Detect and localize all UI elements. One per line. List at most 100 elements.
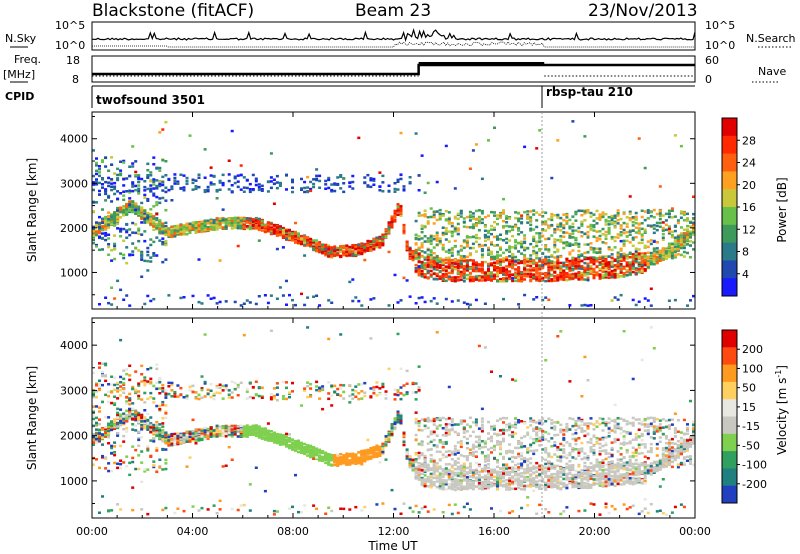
echo-cell: [420, 237, 424, 240]
echo-cell: [387, 223, 391, 227]
echo-cell: [520, 243, 524, 247]
echo-cell: [137, 229, 141, 232]
echo-cell: [230, 218, 234, 221]
echo-cell: [601, 262, 605, 266]
echo-cell: [119, 208, 123, 212]
echo-cell: [161, 196, 165, 200]
echo-cell: [646, 261, 650, 265]
echo-cell: [146, 221, 150, 224]
echo-cell: [327, 244, 331, 247]
echo-cell: [499, 278, 502, 281]
echo-cell: [547, 261, 551, 264]
echo-cell: [496, 237, 499, 241]
colorbar-cell: [722, 242, 737, 261]
echo-cell: [493, 211, 496, 214]
echo-cell: [532, 252, 536, 255]
echo-cell: [462, 280, 466, 283]
echo-cell: [248, 188, 252, 191]
echo-cell: [426, 270, 430, 273]
echo-cell: [275, 232, 279, 235]
echo-cell: [300, 237, 303, 241]
echo-cell: [649, 261, 653, 264]
echo-cell: [324, 245, 328, 249]
echo-cell: [505, 271, 509, 274]
echo-cell: [134, 416, 138, 419]
echo-cell: [254, 224, 258, 228]
echo-cell: [544, 244, 548, 247]
echo-cell: [450, 222, 454, 225]
echo-cell: [143, 221, 147, 224]
echo-cell: [640, 238, 644, 241]
echo-cell: [574, 237, 578, 241]
echo-cell: [149, 256, 153, 259]
echo-cell: [260, 223, 264, 227]
echo-cell: [571, 264, 575, 268]
echo-cell: [303, 190, 307, 194]
echo-cell: [568, 235, 572, 238]
echo-cell: [610, 273, 614, 276]
echo-cell: [619, 263, 623, 266]
echo-cell: [182, 189, 186, 192]
echo-cell: [272, 202, 276, 205]
echo-cell: [474, 278, 478, 281]
echo-cell: [571, 261, 575, 265]
echo-cell: [137, 184, 141, 187]
echo-cell: [670, 207, 674, 210]
echo-cell: [122, 190, 126, 193]
echo-cell: [137, 208, 141, 211]
echo-cell: [411, 256, 415, 259]
echo-cell: [487, 271, 490, 275]
echo-cell: [450, 278, 454, 282]
echo-cell: [236, 223, 240, 226]
echo-cell: [583, 303, 587, 307]
echo-cell: [278, 184, 282, 187]
echo-cell: [595, 272, 599, 275]
echo-cell: [306, 296, 310, 299]
echo-cell: [125, 230, 129, 234]
echo-cell: [571, 272, 575, 276]
echo-cell: [402, 276, 406, 280]
echo-cell: [619, 254, 623, 258]
echo-cell: [242, 302, 246, 305]
echo-cell: [215, 224, 219, 228]
echo-cell: [559, 270, 563, 274]
echo-cell: [505, 221, 509, 224]
echo-cell: [176, 227, 180, 230]
echo-cell: [426, 237, 430, 240]
echo-cell: [107, 233, 111, 236]
echo-cell: [339, 174, 343, 177]
echo-cell: [269, 152, 273, 155]
echo-cell: [589, 304, 593, 307]
echo-cell: [601, 260, 605, 264]
echo-cell: [411, 251, 415, 254]
echo-cell: [676, 237, 680, 240]
echo-cell: [622, 265, 626, 269]
echo-cell: [348, 185, 352, 188]
echo-cell: [480, 263, 484, 266]
echo-cell: [146, 216, 150, 219]
echo-cell: [574, 257, 578, 260]
echo-cell: [661, 249, 665, 253]
echo-cell: [107, 442, 111, 445]
echo-cell: [480, 253, 484, 256]
echo-cell: [417, 272, 421, 275]
echo-cell: [435, 218, 439, 222]
echo-cell: [297, 232, 300, 235]
echo-cell: [499, 263, 502, 266]
echo-cell: [652, 247, 656, 250]
echo-cell: [209, 297, 213, 300]
echo-cell: [197, 221, 201, 224]
echo-cell: [456, 259, 460, 262]
echo-cell: [480, 267, 484, 270]
echo-cell: [643, 259, 647, 262]
echo-cell: [562, 269, 566, 272]
echo-cell: [188, 225, 192, 228]
echo-cell: [670, 209, 674, 212]
echo-cell: [405, 247, 409, 250]
echo-cell: [125, 395, 129, 399]
echo-cell: [619, 231, 623, 234]
echo-cell: [520, 271, 524, 275]
echo-cell: [182, 233, 186, 236]
echo-cell: [104, 238, 108, 242]
echo-cell: [601, 270, 605, 274]
